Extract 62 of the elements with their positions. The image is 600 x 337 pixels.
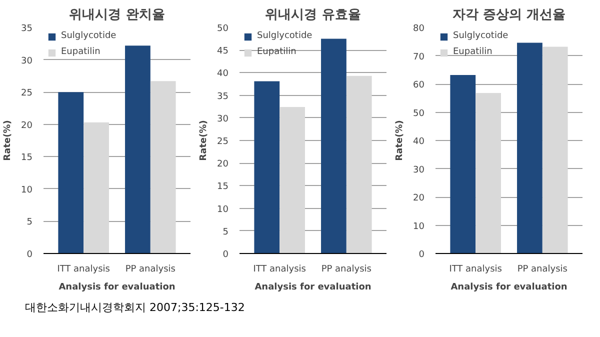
y-tick-label: 0 (26, 250, 33, 260)
y-tick-label: 30 (217, 114, 229, 124)
y-axis-title: Rate(%) (199, 120, 210, 161)
y-tick-label: 20 (217, 160, 229, 170)
x-tick-label: ITT analysis (253, 264, 306, 274)
bar (450, 74, 476, 254)
x-axis-title: Analysis for evaluation (450, 282, 568, 292)
bar (150, 81, 176, 254)
legend-label: Sulglycotide (61, 31, 116, 41)
y-tick-label: 70 (413, 52, 425, 62)
y-tick-label: 20 (413, 194, 425, 204)
y-axis-title: Rate(%) (3, 120, 14, 161)
bar (321, 38, 346, 254)
x-tick-label: PP analysis (517, 264, 568, 274)
bar (254, 81, 280, 254)
x-tick-label: ITT analysis (449, 264, 502, 274)
bar (517, 42, 542, 254)
bar (476, 93, 501, 254)
y-tick-label: 45 (217, 46, 228, 57)
y-tick-label: 20 (21, 120, 33, 131)
legend-label: Sulglycotide (453, 31, 508, 41)
bar (84, 122, 109, 254)
y-tick-label: 40 (413, 137, 425, 147)
y-tick-label: 30 (21, 56, 33, 66)
x-tick-label: PP analysis (321, 264, 372, 274)
bar (125, 46, 150, 254)
x-axis-title: Analysis for evaluation (58, 282, 176, 292)
y-tick-label: 35 (21, 24, 32, 34)
x-tick-label: PP analysis (125, 264, 176, 274)
y-tick-label: 30 (413, 165, 425, 176)
y-tick-label: 35 (217, 92, 228, 102)
y-tick-label: 15 (217, 182, 228, 192)
text: 대한소화기내시경학회지 2007;35:125-132 (25, 300, 245, 316)
y-tick-label: 50 (413, 108, 425, 119)
y-tick-label: 80 (413, 24, 425, 34)
y-axis-title: Rate(%) (395, 120, 406, 161)
legend-label: Eupatilin (453, 47, 492, 57)
legend-label: Sulglycotide (257, 31, 312, 41)
y-tick-label: 0 (222, 250, 229, 260)
y-tick-label: 25 (217, 137, 228, 147)
chart-title: 위내시경 완치율 (69, 8, 165, 22)
y-tick-label: 10 (413, 222, 425, 232)
legend-label: Eupatilin (61, 47, 100, 57)
bar (280, 107, 305, 254)
x-tick-label: ITT analysis (57, 264, 110, 274)
y-tick-label: 10 (217, 204, 229, 215)
y-tick-label: 50 (217, 24, 229, 34)
y-tick-label: 60 (413, 80, 425, 90)
chart-title: 자각 증상의 개선율 (452, 8, 566, 22)
y-tick-label: 0 (418, 250, 425, 260)
y-tick-label: 40 (217, 69, 229, 80)
y-tick-label: 5 (26, 218, 33, 228)
bar (542, 46, 568, 254)
y-tick-label: 5 (222, 227, 229, 238)
x-axis-title: Analysis for evaluation (254, 282, 372, 292)
y-tick-label: 15 (21, 153, 32, 164)
bar (346, 76, 372, 254)
bar (58, 92, 84, 254)
y-tick-label: 10 (21, 185, 33, 196)
legend-label: Eupatilin (257, 47, 296, 57)
y-tick-label: 25 (21, 88, 32, 99)
chart-title: 위내시경 유효율 (265, 8, 361, 22)
